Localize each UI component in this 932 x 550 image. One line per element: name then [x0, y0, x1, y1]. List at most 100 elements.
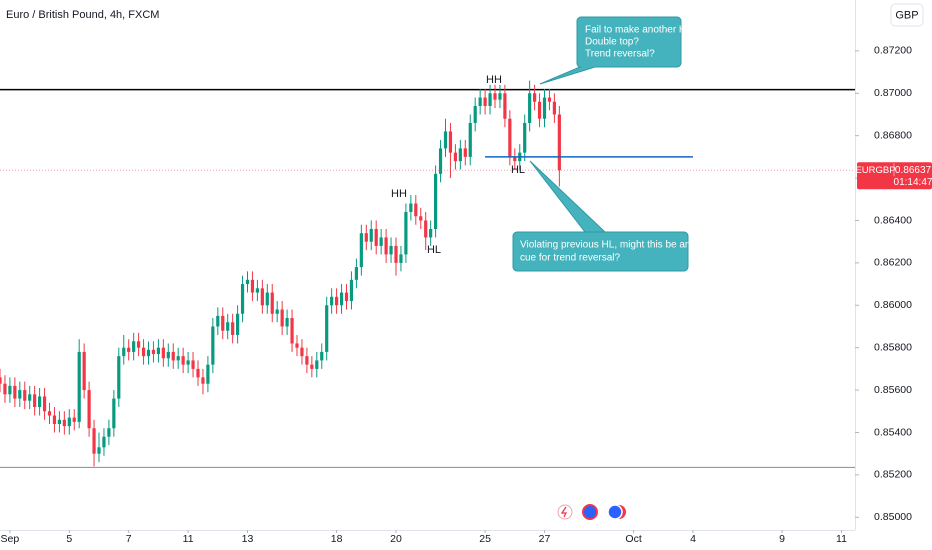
- annotation: HH: [486, 74, 502, 86]
- x-tick-label: 20: [390, 533, 402, 545]
- y-tick-label: 0.86800: [874, 129, 912, 141]
- currency-label[interactable]: GBP: [895, 9, 918, 21]
- candle-body: [503, 93, 507, 119]
- callout-bottom: [512, 160, 689, 272]
- candle-body: [87, 390, 91, 429]
- y-tick-label: 0.86400: [874, 214, 912, 226]
- candle-body: [547, 97, 552, 102]
- candle-body: [127, 347, 131, 352]
- candle-body: [374, 228, 378, 246]
- candle-body: [23, 390, 27, 401]
- candle-body: [0, 377, 2, 384]
- candle-body: [176, 356, 180, 361]
- y-tick-label: 0.86000: [874, 299, 912, 311]
- callout-text: cue for trend reversal?: [520, 253, 620, 264]
- candle-body: [557, 114, 561, 171]
- candle-body: [117, 356, 121, 399]
- candle-body: [265, 292, 269, 306]
- candle-body: [384, 237, 388, 255]
- candle-body: [28, 394, 32, 401]
- candle-body: [463, 148, 467, 157]
- y-tick-label: 0.87200: [874, 45, 912, 57]
- candle-body: [325, 305, 329, 352]
- candle-body: [344, 292, 349, 302]
- candle-body: [260, 288, 264, 306]
- candle-body: [97, 447, 101, 454]
- candle-body: [132, 341, 136, 352]
- y-tick-label: 0.85000: [874, 511, 912, 523]
- candle-body: [201, 377, 205, 384]
- candle-body: [166, 351, 170, 359]
- annotation: HL: [511, 164, 525, 176]
- candle-body: [196, 368, 200, 378]
- x-tick-label: 11: [183, 533, 194, 545]
- x-tick-label: 25: [479, 533, 491, 545]
- candle-body: [305, 356, 309, 365]
- candle-body: [151, 349, 156, 355]
- candle-body: [92, 428, 96, 454]
- currency-button[interactable]: [890, 3, 924, 27]
- candle-body: [473, 106, 477, 123]
- callout-text: Trend reversal?: [585, 49, 655, 60]
- candle-body: [52, 415, 57, 424]
- callout-top: [539, 16, 682, 85]
- x-tick-label: 27: [539, 533, 551, 545]
- candle-body: [290, 318, 294, 344]
- candle-body: [236, 313, 240, 335]
- candle-body: [141, 347, 146, 357]
- callout-text: Fail to make another HH!: [585, 25, 696, 36]
- candle-body: [458, 148, 462, 162]
- candle-body: [77, 351, 81, 422]
- candle-body: [448, 131, 453, 153]
- event-icon[interactable]: [607, 504, 623, 520]
- candle-body: [429, 228, 433, 238]
- candle-body: [320, 351, 324, 361]
- candle-body: [122, 347, 126, 357]
- candle-body: [8, 385, 12, 395]
- candle-body: [335, 296, 339, 306]
- candle-body: [379, 237, 383, 246]
- y-tick-label: 0.86200: [874, 257, 912, 269]
- annotation: HL: [427, 244, 441, 256]
- candle-body: [270, 292, 274, 314]
- candle-body: [206, 364, 210, 384]
- candle-body: [389, 245, 393, 255]
- event-icon[interactable]: [582, 504, 598, 520]
- event-icon-glyph: [560, 506, 568, 518]
- candle-body: [181, 356, 185, 365]
- x-tick-label: 13: [242, 533, 254, 545]
- candle-body: [513, 156, 517, 162]
- candle-body: [156, 347, 160, 355]
- annotation: HH: [391, 188, 407, 200]
- candle-body: [404, 212, 408, 255]
- x-tick-label: 7: [126, 533, 132, 545]
- candle-body: [280, 309, 284, 327]
- x-tick-label: 18: [331, 533, 343, 545]
- x-tick-label: Oct: [625, 533, 641, 545]
- candle-body: [354, 267, 358, 280]
- y-tick-label: 0.85600: [874, 384, 912, 396]
- candle-body: [498, 93, 502, 100]
- candle-body: [161, 347, 165, 359]
- candle-body: [275, 309, 279, 314]
- candle-body: [221, 315, 225, 331]
- candle-body: [186, 360, 190, 365]
- candle-body: [310, 364, 314, 369]
- x-tick-label: 5: [66, 533, 72, 545]
- candle-body: [295, 343, 299, 348]
- candle-body: [414, 203, 418, 217]
- candle-body: [137, 341, 141, 348]
- candle-body: [552, 101, 556, 115]
- candle-body: [394, 245, 398, 263]
- candle-body: [102, 436, 106, 448]
- candle-body: [191, 360, 195, 369]
- candle-body: [399, 254, 403, 263]
- candle-body: [38, 396, 42, 408]
- candle-body: [211, 326, 215, 365]
- candle-body: [542, 97, 547, 119]
- event-icon[interactable]: [557, 504, 573, 520]
- candle-body: [537, 101, 542, 119]
